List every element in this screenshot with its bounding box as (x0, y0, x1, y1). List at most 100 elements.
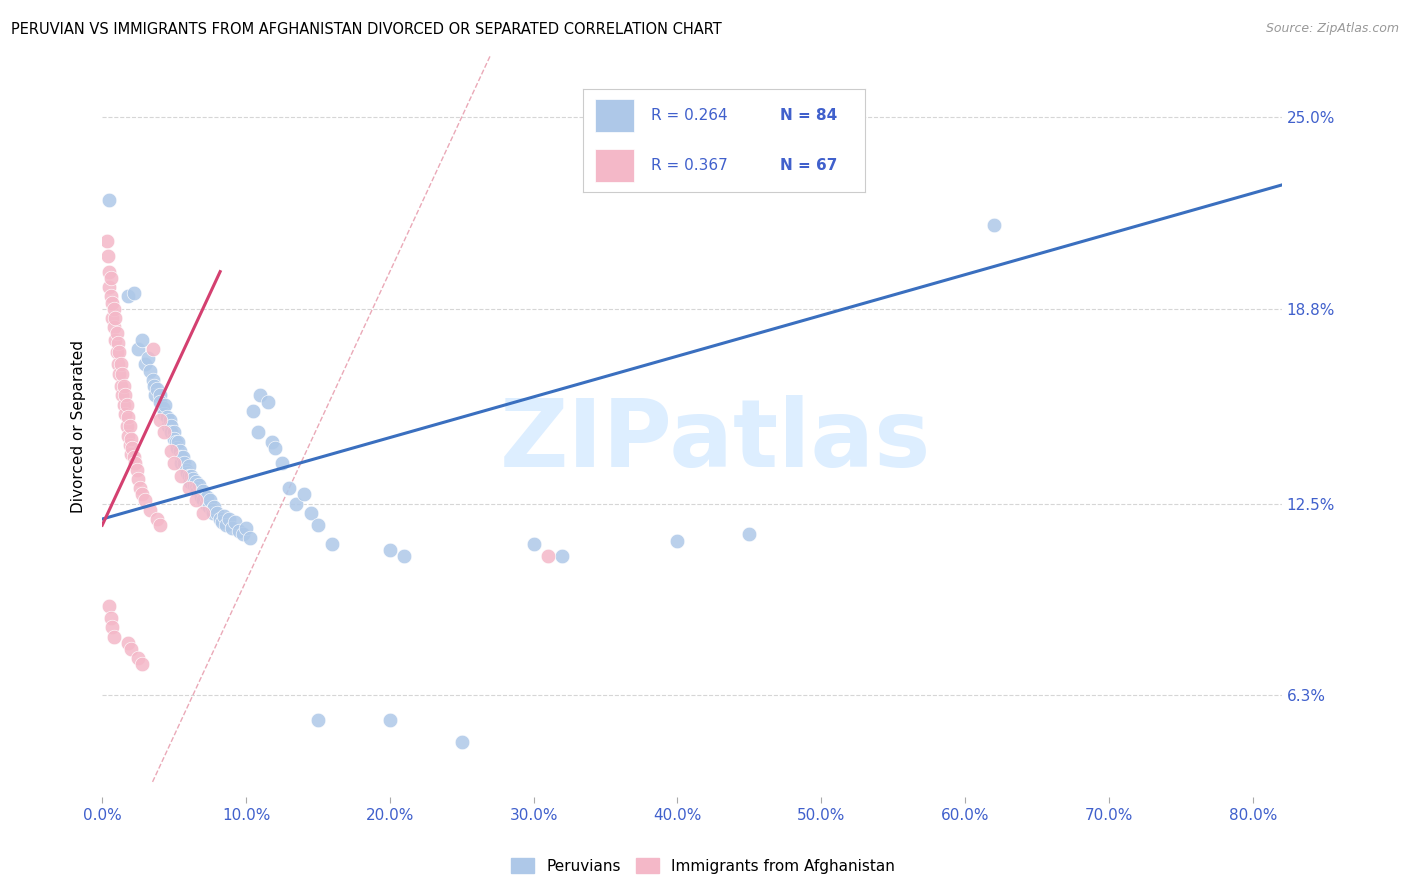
Point (138, 502, 160, 516)
Point (115, 398, 138, 412)
Point (159, 413, 181, 427)
Point (523, 537, 546, 551)
Point (121, 441, 143, 455)
Point (128, 481, 150, 495)
Point (292, 487, 315, 501)
Point (117, 636, 139, 650)
Point (198, 493, 221, 508)
Point (103, 301, 125, 316)
Point (163, 425, 186, 440)
Point (249, 388, 271, 402)
Point (256, 394, 278, 409)
Point (184, 475, 207, 489)
Point (156, 409, 179, 424)
Point (131, 333, 153, 347)
Point (98, 280, 121, 294)
Point (98, 599, 121, 613)
Point (141, 342, 163, 356)
Point (221, 521, 243, 535)
Point (224, 515, 246, 529)
Point (166, 441, 188, 455)
Point (214, 508, 236, 523)
Point (103, 320, 125, 334)
Point (186, 484, 208, 499)
Point (101, 295, 124, 310)
Point (260, 434, 283, 449)
Point (149, 388, 172, 402)
Point (136, 351, 159, 366)
Point (100, 289, 122, 303)
Text: PERUVIAN VS IMMIGRANTS FROM AFGHANISTAN DIVORCED OR SEPARATED CORRELATION CHART: PERUVIAN VS IMMIGRANTS FROM AFGHANISTAN … (11, 22, 723, 37)
Point (177, 468, 200, 483)
Text: N = 67: N = 67 (780, 158, 838, 173)
Point (202, 500, 225, 514)
Point (167, 434, 190, 449)
Point (450, 735, 472, 749)
Point (378, 543, 401, 558)
Point (242, 404, 264, 418)
Point (235, 521, 257, 535)
Point (191, 484, 214, 499)
Point (211, 515, 233, 529)
Point (104, 333, 127, 347)
Point (98, 265, 121, 279)
Point (149, 413, 172, 427)
Point (174, 462, 197, 476)
Point (187, 478, 209, 492)
Point (122, 286, 145, 301)
Point (152, 401, 174, 415)
Point (195, 491, 218, 505)
Point (117, 289, 139, 303)
Point (141, 373, 163, 387)
Point (131, 657, 153, 672)
Text: R = 0.264: R = 0.264 (651, 108, 727, 123)
Point (108, 367, 131, 381)
Text: ZIPatlas: ZIPatlas (499, 395, 931, 487)
Point (127, 472, 149, 486)
Point (232, 527, 254, 541)
Point (983, 219, 1005, 233)
Point (191, 506, 214, 520)
Point (285, 497, 308, 511)
Point (191, 493, 214, 508)
Point (160, 444, 183, 458)
Point (228, 524, 250, 539)
Point (105, 326, 128, 341)
Point (111, 367, 134, 381)
Point (155, 398, 177, 412)
Point (194, 497, 217, 511)
Point (179, 475, 201, 489)
Point (246, 425, 269, 440)
Point (110, 358, 132, 372)
Point (738, 527, 761, 541)
Text: N = 84: N = 84 (780, 108, 838, 123)
Point (138, 363, 160, 377)
Point (160, 425, 183, 440)
Point (120, 447, 142, 461)
Point (299, 506, 322, 520)
Point (177, 481, 200, 495)
Point (127, 651, 149, 665)
Point (124, 456, 146, 470)
Bar (595, 149, 634, 181)
Point (218, 512, 240, 526)
Point (97, 249, 120, 263)
Point (184, 481, 207, 495)
Point (188, 487, 211, 501)
Point (101, 311, 124, 326)
Point (105, 345, 128, 359)
Point (111, 388, 134, 402)
Point (114, 407, 136, 421)
Point (160, 419, 183, 434)
Point (163, 432, 186, 446)
Point (122, 450, 145, 465)
Point (163, 456, 186, 470)
Point (170, 456, 193, 470)
Point (112, 398, 135, 412)
Point (100, 270, 122, 285)
Point (115, 419, 138, 434)
Point (170, 468, 193, 483)
Point (153, 407, 176, 421)
Point (100, 611, 122, 625)
Point (200, 502, 222, 516)
